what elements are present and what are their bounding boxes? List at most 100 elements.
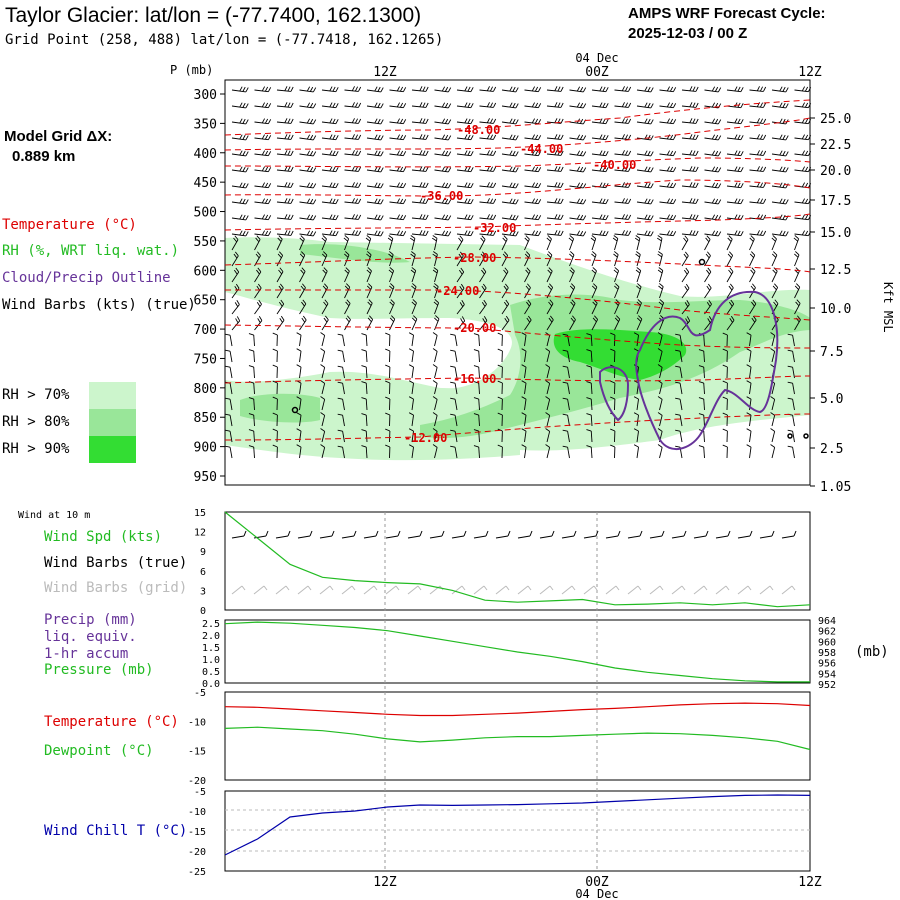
wind-barb [569,182,587,189]
wind-barb [408,332,414,347]
precip-tick-2: 1.5 [202,643,220,654]
wind-barb [591,230,609,237]
wind-barb [524,283,531,299]
wind-barb [794,251,800,267]
chill-axis: -5 -10 -15 -20 -25 [188,787,206,878]
wind-barb [749,315,757,331]
contour-labels: -48.00 -44.00 -40.00 -36.00 -32.00 -28.0… [404,123,636,445]
surface-barb-grid [363,585,378,595]
wind-barb [569,267,575,283]
wind-barb [794,299,801,315]
wind-barb [321,166,339,173]
wind-barb [434,134,452,141]
wind-barb [722,332,728,347]
surface-barb-true [385,530,401,539]
wind-barb [366,230,384,237]
wind-barb [675,413,683,427]
wind-barb [794,283,801,299]
surface-barb-grid [319,585,334,595]
height-tick-5: 12.5 [820,263,851,278]
wind-barb [299,182,317,189]
wind-barb [410,267,417,283]
wind-barb [296,428,302,443]
surface-barb-grid [297,585,312,595]
wind-barb [722,396,728,411]
contour-label-36: -36.00 [420,189,463,203]
wind-barb [276,299,285,315]
surface-barb-grid [473,585,488,595]
bottom-time-12z-1: 12Z [373,875,397,890]
wind-barb [456,251,464,267]
pres-tick-2: 960 [818,637,836,648]
wind-barb [450,333,458,347]
wind-barb [389,102,407,109]
wind-barb [524,118,542,125]
wind-barb [432,348,438,363]
wind-barb [657,348,663,363]
wind-barb [344,267,350,283]
wind-barb [749,267,756,283]
wind-barb [726,118,744,125]
wind-barb [675,429,683,443]
wind-barb [344,315,351,331]
wind-barb [254,299,262,315]
wind-barb [545,364,551,379]
legend-rh80-label: RH > 80% [2,414,70,430]
height-tick-2: 20.0 [820,164,851,179]
wind-barb [456,300,465,315]
wind-barb [321,230,339,237]
wind-barb [698,445,705,459]
wind-barb [771,214,789,221]
wind-barb [586,365,593,379]
wind-barb [546,230,564,236]
surface-barb-grid [693,585,708,595]
wind-barb [770,428,776,443]
wind-barb [276,235,283,251]
precip-tick-5: 0.0 [202,679,220,690]
wind-barb [408,364,414,379]
panel-wind-frame [224,511,811,611]
wind-barb [591,214,609,221]
wind-barb [479,198,497,204]
wind-barb [636,230,654,237]
wind-barb [343,235,350,251]
wind-barb [361,445,368,459]
wind-barb [248,413,255,427]
forecast-cycle-value: 2025-12-03 / 00 Z [628,25,748,42]
wind-barb [636,86,654,93]
wind-barb [296,444,302,459]
legend-rh70-label: RH > 70% [2,387,70,403]
wind-barb [722,428,728,443]
wind-barb [366,283,373,299]
wind-barb [787,349,795,363]
wind-barb [524,198,542,205]
wind-barb [479,134,497,140]
wind-barb [321,86,339,93]
wind-barb [299,251,306,267]
wind-barb [337,381,345,395]
surface-barb-true [341,530,357,539]
legend-cloud: Cloud/Precip Outline [2,270,171,286]
surface-barb-grid [671,585,686,595]
wind-barb [361,429,368,443]
height-tick-9: 2.5 [820,442,843,457]
wind-barb [524,299,532,315]
wind-barb [432,444,438,459]
wind-barb [254,166,272,173]
cloud-outline-main [635,290,779,450]
wind-barb [320,380,326,395]
wind-barb [389,315,396,331]
wind-barb [231,134,249,141]
wind-barb [366,86,384,93]
wind-barb [546,315,554,331]
wind-barb [501,230,519,237]
wind-barb [658,283,664,299]
wind-barb [704,182,722,189]
wind-barb [501,214,519,221]
wind-barb [320,332,326,347]
wind-barb [546,299,554,315]
wind-barb [591,102,609,109]
wind-barb [794,102,812,109]
wind-barb [344,299,351,315]
wind-barb [408,348,414,363]
